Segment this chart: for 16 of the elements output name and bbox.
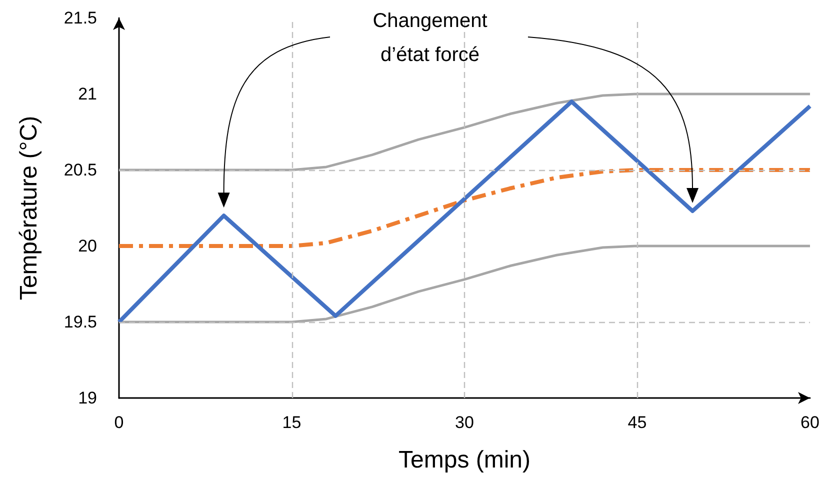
x-tick-label: 45 (628, 413, 647, 432)
x-tick-label: 60 (800, 413, 820, 432)
x-tick-label: 15 (282, 413, 302, 432)
y-tick-label: 21.5 (64, 8, 97, 28)
y-tick-label: 20.5 (64, 160, 97, 180)
annotation: Changement d’état forcé (372, 10, 488, 66)
x-tick-label: 0 (114, 413, 124, 432)
y-tick-label: 19.5 (64, 312, 97, 332)
y-tick-label: 20 (78, 236, 97, 256)
line-series (117, 100, 812, 324)
y-axis-title: Température (°C) (16, 116, 42, 300)
x-tick-label: 30 (455, 413, 474, 432)
y-tick-label: 19 (78, 388, 97, 408)
y-tick-label: 21 (78, 84, 97, 104)
line-series (117, 168, 812, 248)
x-axis-title: Temps (min) (398, 446, 531, 474)
